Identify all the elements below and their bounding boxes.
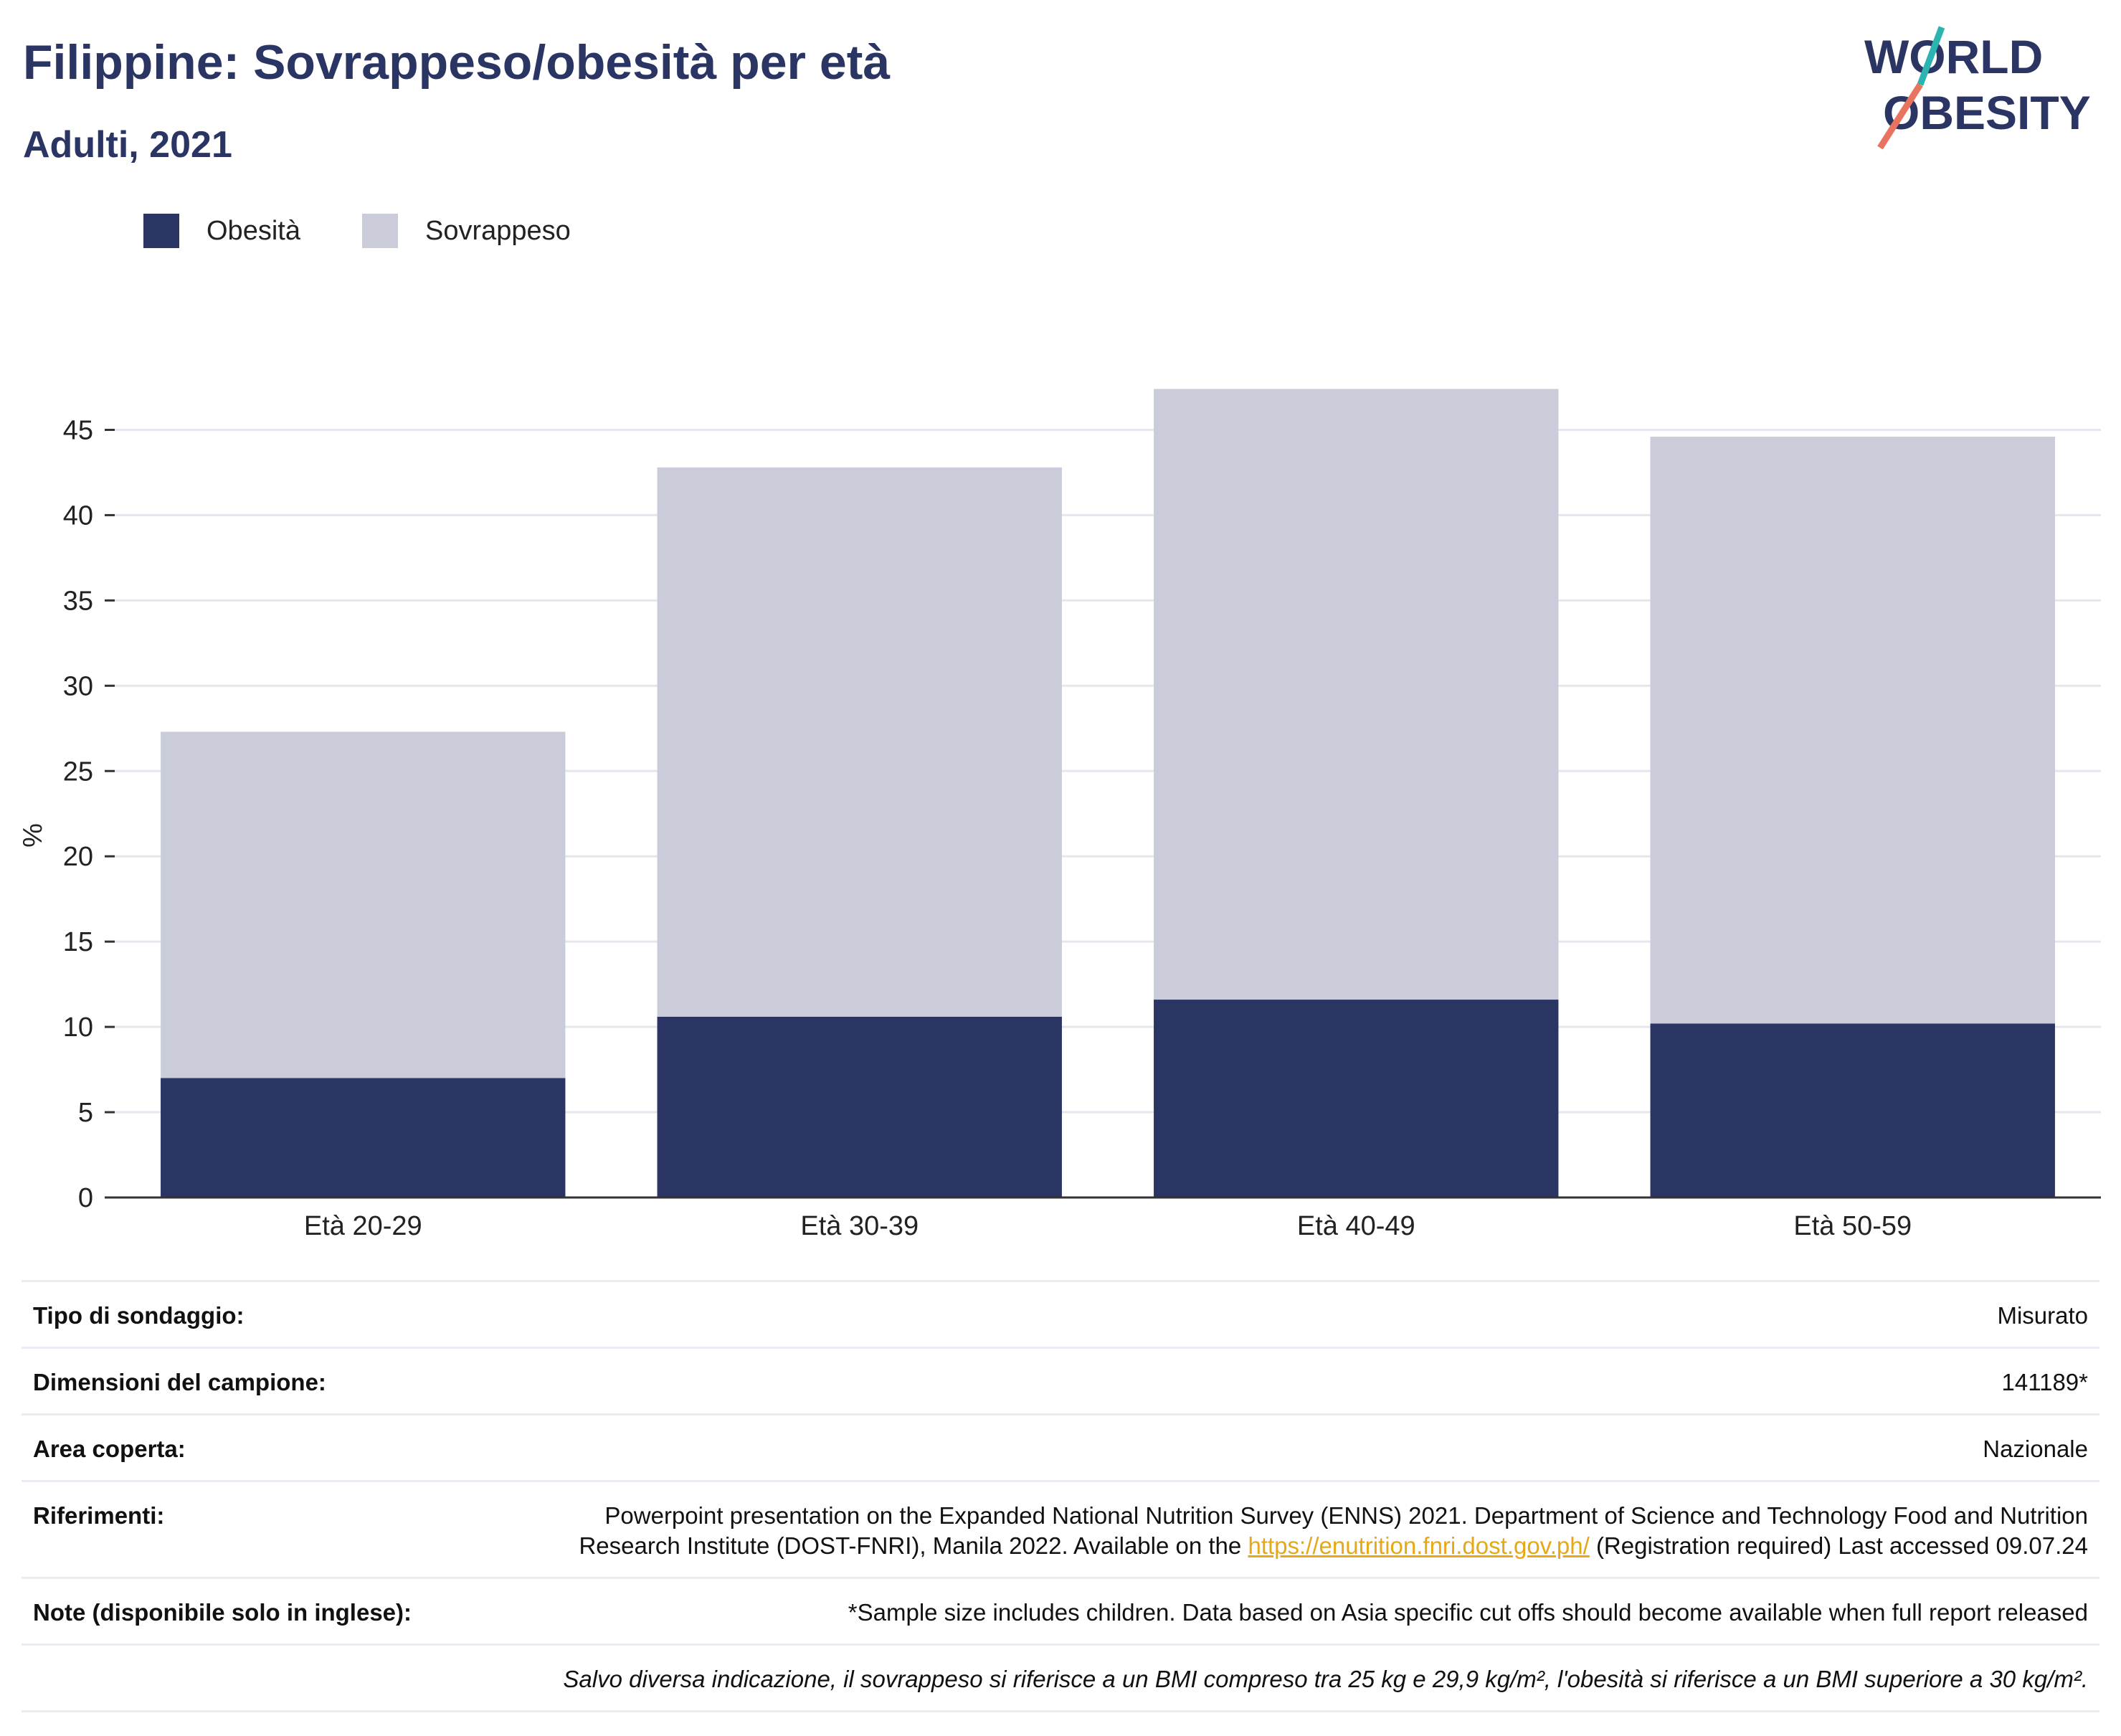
bar-obesity[interactable] (161, 1078, 566, 1197)
bar-obesity[interactable] (1650, 1023, 2055, 1197)
bar-overweight[interactable] (657, 467, 1062, 1017)
bar-overweight[interactable] (161, 731, 566, 1078)
legend-swatch-overweight (361, 214, 398, 248)
info-row-references: Riferimenti: Powerpoint presentation on … (22, 1480, 2099, 1577)
bmi-footnote: Salvo diversa indicazione, il sovrappeso… (22, 1643, 2099, 1712)
reference-text-end: (Registration required) Last accessed 09… (1595, 1532, 2088, 1559)
info-label: Tipo di sondaggio: (33, 1302, 245, 1329)
y-tick-label: 30 (63, 671, 93, 701)
info-label: Area coperta: (33, 1436, 186, 1462)
logo-slash-coral (1877, 82, 1923, 150)
chart-legend: Obesità Sovrappeso (143, 214, 632, 248)
logo-line-2: OBESITY (1883, 86, 2091, 139)
y-tick-label: 35 (63, 586, 93, 616)
info-row-notes: Note (disponibile solo in inglese): *Sam… (22, 1577, 2099, 1643)
y-tick-label: 40 (63, 501, 93, 531)
y-tick-label: 5 (78, 1098, 93, 1128)
page-title: Filippine: Sovrappeso/obesità per età (23, 35, 891, 90)
x-tick-label: Età 50-59 (1793, 1211, 1912, 1241)
y-tick-label: 25 (63, 756, 93, 787)
info-row-survey-type: Tipo di sondaggio: Misurato (22, 1280, 2099, 1347)
x-tick-label: Età 40-49 (1297, 1211, 1415, 1241)
info-value: Misurato (1997, 1302, 2088, 1329)
legend-label-obesity: Obesità (207, 215, 300, 246)
bar-obesity[interactable] (657, 1016, 1062, 1197)
x-tick-labels: Età 20-29 Età 30-39 Età 40-49 Età 50-59 (304, 1211, 1912, 1241)
bar-overweight[interactable] (1650, 436, 2055, 1024)
y-tick-label: 45 (63, 415, 93, 445)
y-axis-label: % (18, 823, 48, 848)
legend-item-overweight[interactable]: Sovrappeso (361, 214, 571, 248)
info-value: Nazionale (1983, 1436, 2088, 1462)
bar-overweight[interactable] (1154, 389, 1559, 1000)
reference-link[interactable]: https://enutrition.fnri.dost.gov.ph/ (1248, 1532, 1590, 1559)
bars (161, 389, 2055, 1197)
world-obesity-logo: WORLD OBESITY (1864, 26, 2091, 150)
legend-item-obesity[interactable]: Obesità (143, 214, 300, 248)
y-tick-label: 15 (63, 927, 93, 957)
info-row-sample-size: Dimensioni del campione: 141189* (22, 1347, 2099, 1413)
info-row-area: Area coperta: Nazionale (22, 1413, 2099, 1480)
info-label: Dimensioni del campione: (33, 1369, 326, 1395)
info-value: *Sample size includes children. Data bas… (848, 1599, 2088, 1626)
x-tick-label: Età 20-29 (304, 1211, 422, 1241)
info-value: 141189* (2001, 1369, 2088, 1395)
y-tick-label: 20 (63, 842, 93, 872)
x-tick-label: Età 30-39 (800, 1211, 919, 1241)
y-tick-label: 0 (78, 1183, 93, 1213)
y-tick-label: 10 (63, 1012, 93, 1043)
reference-text: Powerpoint presentation on the Expanded … (579, 1502, 2088, 1559)
logo-slash-teal (1917, 26, 1945, 86)
info-value: Powerpoint presentation on the Expanded … (511, 1501, 2088, 1561)
y-tick-labels: 0 5 10 15 20 25 30 35 40 45 (63, 415, 115, 1213)
info-label: Riferimenti: (33, 1502, 165, 1529)
info-label: Note (disponibile solo in inglese): (33, 1599, 412, 1626)
legend-label-overweight: Sovrappeso (424, 215, 571, 246)
survey-info-table: Tipo di sondaggio: Misurato Dimensioni d… (22, 1280, 2099, 1712)
legend-swatch-obesity (143, 214, 179, 248)
logo-line-1: WORLD (1864, 30, 2043, 83)
page-subtitle: Adulti, 2021 (23, 124, 232, 166)
bar-obesity[interactable] (1154, 1000, 1559, 1197)
